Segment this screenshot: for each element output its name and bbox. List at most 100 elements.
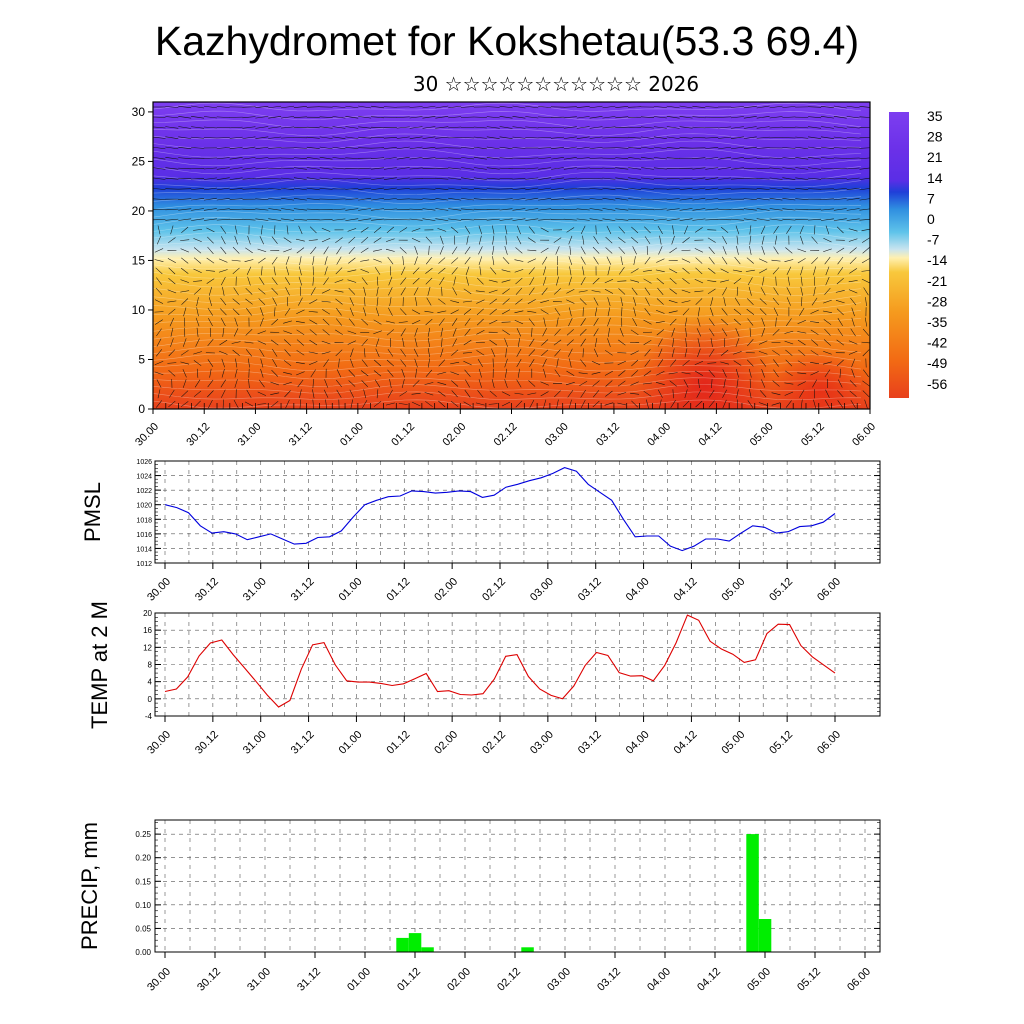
wind-vector xyxy=(376,276,379,286)
wind-vector xyxy=(848,228,858,232)
wind-vector xyxy=(527,299,536,305)
wind-vector xyxy=(460,116,475,118)
wind-vector xyxy=(672,225,675,235)
wind-vector xyxy=(261,225,263,235)
wind-vector xyxy=(517,368,520,378)
isotherm-line xyxy=(153,278,862,288)
wind-vector xyxy=(786,266,792,276)
wind-vector xyxy=(850,297,857,306)
wind-vector xyxy=(425,256,432,265)
wind-vector xyxy=(298,225,303,235)
wind-vector xyxy=(245,349,253,357)
wind-vector xyxy=(260,358,264,368)
wind-vector xyxy=(576,126,590,129)
wind-vector xyxy=(797,339,806,346)
wind-vector xyxy=(628,157,642,160)
wind-vector xyxy=(295,238,305,242)
wind-vector xyxy=(424,382,434,385)
wind-vector xyxy=(308,239,318,241)
wind-vector xyxy=(735,225,740,235)
wind-vector xyxy=(602,218,616,221)
wind-vector xyxy=(621,307,623,317)
wind-vector xyxy=(512,147,526,149)
wind-vector xyxy=(848,238,858,242)
wind-vector xyxy=(350,348,354,358)
wind-vector xyxy=(631,359,639,367)
wind-vector xyxy=(409,136,423,139)
wind-vector xyxy=(515,277,523,285)
wind-vector xyxy=(285,256,290,265)
wind-vector xyxy=(833,116,847,119)
wind-vector xyxy=(460,137,475,139)
wind-vector xyxy=(411,238,421,243)
wind-vector xyxy=(409,218,423,221)
wind-vector xyxy=(692,167,706,170)
wind-vector xyxy=(271,277,278,285)
wind-vector xyxy=(319,177,333,180)
wind-vector xyxy=(245,247,253,254)
wind-vector xyxy=(722,236,728,245)
wind-vector xyxy=(181,226,189,234)
wind-vector xyxy=(242,126,256,129)
wind-vector xyxy=(155,287,163,295)
temp-ytick-label: 20 xyxy=(143,609,152,618)
wind-vector xyxy=(769,197,783,201)
wind-vector xyxy=(758,402,768,406)
wind-vector xyxy=(477,390,484,398)
wind-vector xyxy=(836,247,845,254)
wind-vector xyxy=(191,188,205,190)
wind-vector xyxy=(268,208,282,211)
wind-vector xyxy=(814,276,816,286)
wind-vector xyxy=(396,167,410,170)
wind-vector xyxy=(736,286,739,296)
wind-vector xyxy=(229,198,243,200)
wind-vector xyxy=(232,308,240,316)
wind-vector xyxy=(191,126,205,129)
wind-vector xyxy=(529,277,535,286)
precip-ytick-label: 0.10 xyxy=(135,901,151,910)
isotherm-line xyxy=(153,315,862,326)
wind-vector xyxy=(640,136,654,139)
wind-vector xyxy=(679,126,693,129)
wind-vector xyxy=(399,227,408,233)
wind-vector xyxy=(761,317,765,327)
heatmap-xtick-label: 05.12 xyxy=(799,421,827,449)
wind-vector xyxy=(646,245,649,255)
wind-vector xyxy=(349,389,355,398)
wind-vector xyxy=(154,311,164,313)
isotherm-line xyxy=(153,224,862,233)
wind-vector xyxy=(409,116,423,119)
wind-vector xyxy=(452,327,457,337)
wind-vector xyxy=(771,392,781,396)
wind-vector xyxy=(743,136,757,139)
wind-vector xyxy=(157,389,161,399)
wind-vector xyxy=(516,348,522,357)
wind-vector xyxy=(400,277,407,285)
wind-vector xyxy=(657,225,663,234)
precip-xtick-label: 30.12 xyxy=(195,966,223,994)
wind-vector xyxy=(708,318,715,326)
wind-vector xyxy=(360,247,369,254)
wind-vector xyxy=(580,359,587,367)
wind-vector xyxy=(782,167,796,170)
wind-vector xyxy=(606,256,612,265)
wind-vector xyxy=(618,246,626,254)
wind-vector xyxy=(270,381,279,386)
wind-vector xyxy=(760,225,766,235)
wind-vector xyxy=(206,257,215,264)
wind-vector xyxy=(451,390,458,398)
wind-vector xyxy=(709,328,715,337)
wind-vector xyxy=(602,187,616,191)
precip-bar xyxy=(758,919,772,952)
wind-vector xyxy=(400,348,407,357)
wind-vector xyxy=(608,327,610,337)
wind-vector xyxy=(848,280,858,283)
wind-vector xyxy=(440,327,443,337)
wind-vector xyxy=(180,290,190,293)
wind-vector xyxy=(592,390,600,398)
wind-vector xyxy=(178,105,192,109)
wind-vector xyxy=(615,208,629,211)
wind-vector xyxy=(308,361,318,365)
wind-vector xyxy=(345,198,359,201)
wind-vector xyxy=(286,225,289,235)
